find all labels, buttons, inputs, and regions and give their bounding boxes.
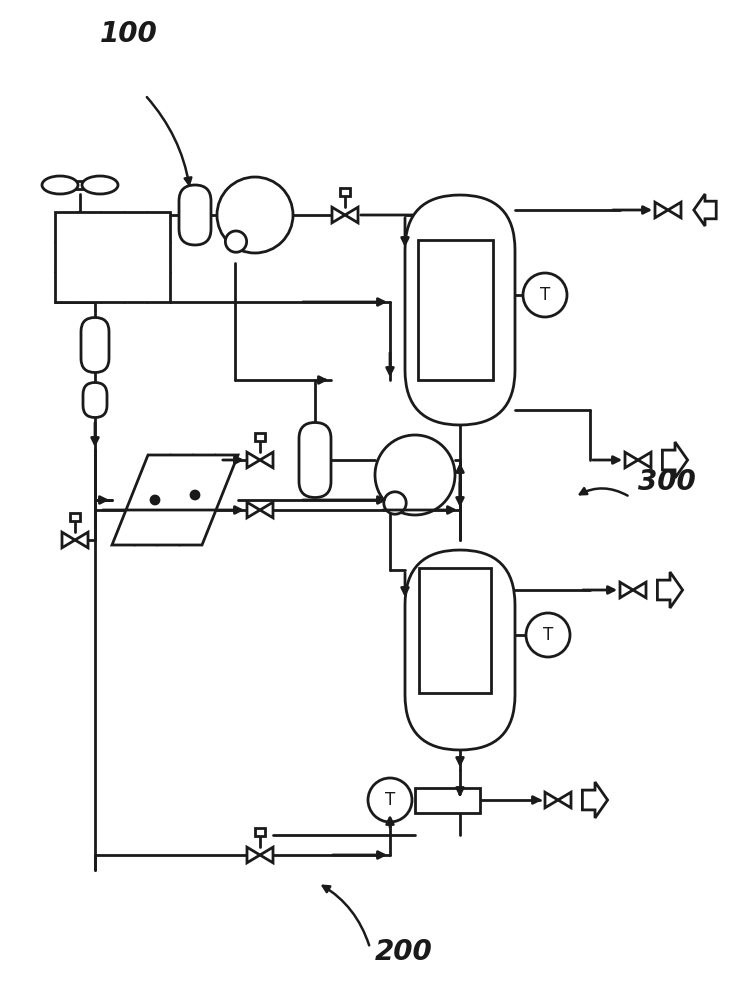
Polygon shape: [694, 194, 716, 226]
Polygon shape: [662, 442, 688, 478]
Polygon shape: [112, 455, 238, 545]
FancyBboxPatch shape: [179, 185, 211, 245]
Circle shape: [523, 273, 567, 317]
Bar: [415, 788, 480, 813]
Polygon shape: [620, 582, 633, 598]
Polygon shape: [545, 792, 558, 808]
Polygon shape: [638, 452, 651, 468]
Polygon shape: [657, 572, 683, 608]
Polygon shape: [247, 847, 260, 863]
Circle shape: [384, 492, 406, 514]
Polygon shape: [345, 207, 358, 223]
Ellipse shape: [42, 176, 78, 194]
Polygon shape: [62, 532, 75, 548]
Bar: [255, 828, 265, 836]
Circle shape: [191, 491, 199, 499]
Circle shape: [526, 613, 570, 657]
Polygon shape: [247, 502, 260, 518]
Text: 100: 100: [100, 20, 158, 48]
FancyBboxPatch shape: [299, 422, 331, 497]
Polygon shape: [668, 202, 681, 218]
Circle shape: [375, 435, 455, 515]
Text: T: T: [385, 791, 395, 809]
FancyBboxPatch shape: [405, 550, 515, 750]
Polygon shape: [260, 847, 273, 863]
FancyBboxPatch shape: [81, 318, 109, 372]
Bar: [340, 188, 350, 196]
Polygon shape: [332, 207, 345, 223]
Bar: [255, 433, 265, 441]
Polygon shape: [558, 792, 571, 808]
Bar: [419, 568, 491, 692]
Text: T: T: [543, 626, 553, 644]
Circle shape: [368, 778, 412, 822]
Polygon shape: [247, 452, 260, 468]
Bar: [55, 212, 170, 302]
Polygon shape: [655, 202, 668, 218]
Polygon shape: [625, 452, 638, 468]
Text: 300: 300: [638, 468, 695, 496]
Polygon shape: [260, 452, 273, 468]
Text: T: T: [540, 286, 550, 304]
Polygon shape: [582, 782, 608, 818]
Bar: [76, 181, 84, 189]
Text: 200: 200: [375, 938, 433, 966]
FancyBboxPatch shape: [83, 382, 107, 418]
Bar: [70, 513, 80, 521]
FancyBboxPatch shape: [405, 195, 515, 425]
Circle shape: [151, 496, 159, 504]
Circle shape: [225, 231, 246, 252]
Polygon shape: [260, 502, 273, 518]
Bar: [418, 240, 493, 380]
Circle shape: [217, 177, 293, 253]
Polygon shape: [75, 532, 88, 548]
Polygon shape: [633, 582, 646, 598]
Ellipse shape: [82, 176, 118, 194]
